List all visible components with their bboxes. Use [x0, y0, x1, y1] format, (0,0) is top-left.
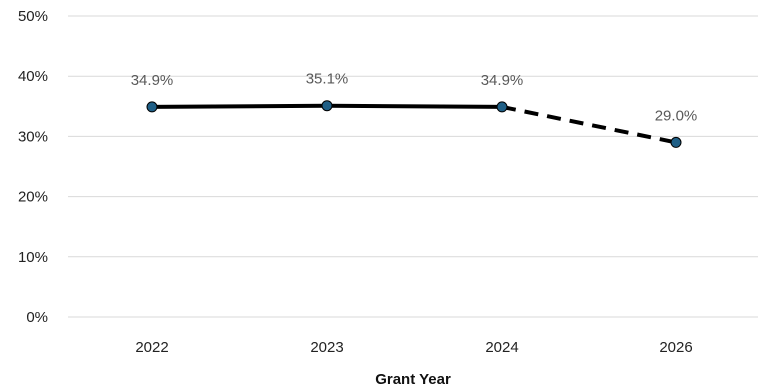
x-tick-label-2022: 2022 — [135, 339, 168, 356]
x-tick-label-2024: 2024 — [485, 339, 518, 356]
data-point-2024 — [496, 101, 508, 113]
x-axis-title: Grant Year — [375, 371, 451, 388]
x-tick-label-2026: 2026 — [659, 339, 692, 356]
y-tick-label-20: 20% — [18, 189, 48, 206]
y-tick-label-0: 0% — [26, 309, 48, 326]
x-axis-ticks: 2022 2023 2024 2026 — [135, 339, 692, 356]
data-label-2024: 34.9% — [481, 72, 524, 89]
series-lines — [151, 103, 677, 145]
y-axis-ticks: 0% 10% 20% 30% 40% 50% — [18, 8, 48, 326]
data-point-2022 — [146, 101, 158, 113]
data-label-2023: 35.1% — [306, 71, 349, 88]
data-label-2022: 34.9% — [131, 72, 174, 89]
data-label-2026: 29.0% — [655, 107, 698, 124]
gridlines — [68, 15, 758, 318]
data-point-2023 — [321, 100, 333, 112]
y-tick-label-40: 40% — [18, 68, 48, 85]
data-point-2026 — [670, 136, 682, 148]
data-labels: 34.9% 35.1% 34.9% 29.0% — [131, 71, 698, 125]
series-line-dashed — [501, 104, 677, 145]
x-tick-label-2023: 2023 — [310, 339, 343, 356]
y-tick-label-10: 10% — [18, 249, 48, 266]
series-points — [146, 100, 682, 148]
y-tick-label-50: 50% — [18, 8, 48, 25]
y-tick-label-30: 30% — [18, 128, 48, 145]
